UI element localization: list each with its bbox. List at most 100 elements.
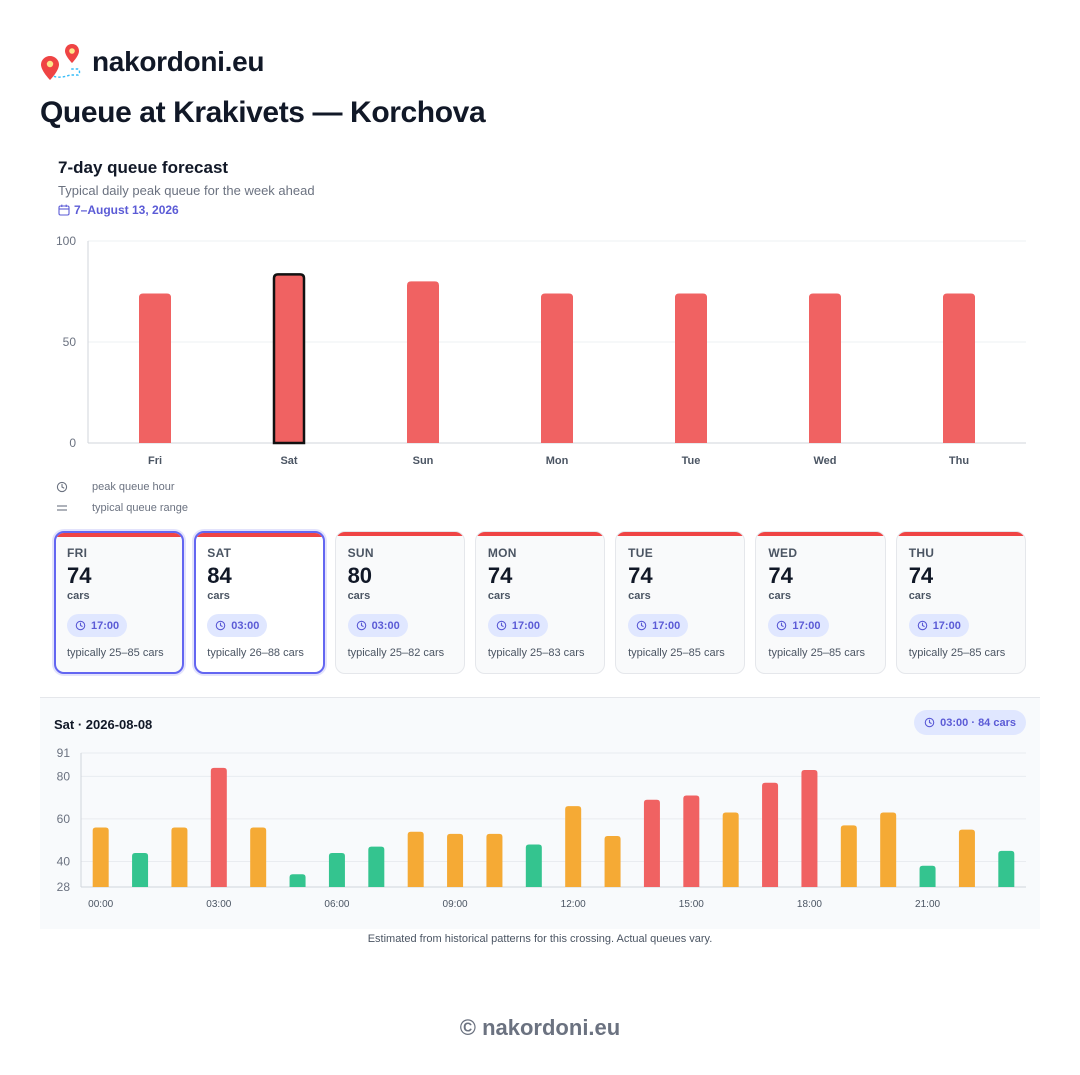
card-range: typically 25–85 cars xyxy=(908,647,1006,660)
peak-hour-badge: 17:00 xyxy=(487,614,548,638)
card-range: typically 26–88 cars xyxy=(207,647,304,660)
day-card-wed[interactable]: WED 74 cars 17:00 typically 25–85 cars xyxy=(755,531,886,674)
bar-wed[interactable] xyxy=(809,293,841,443)
map-pins-route-icon xyxy=(41,44,81,80)
y-tick-label: 40 xyxy=(57,854,71,868)
hour-bar-2200[interactable] xyxy=(958,829,975,887)
clock-icon xyxy=(56,481,68,493)
forecast-title: 7-day queue forecast xyxy=(58,158,229,177)
hour-bar-0900[interactable] xyxy=(447,833,464,887)
card-value: 74 xyxy=(67,563,92,588)
hour-bar-1600[interactable] xyxy=(722,812,739,887)
card-unit: cars xyxy=(67,590,90,603)
y-tick-label: 0 xyxy=(69,436,76,450)
card-day: SUN xyxy=(347,546,374,560)
day-card-sun[interactable]: SUN 80 cars 03:00 typically 25–82 cars xyxy=(334,531,465,674)
hour-bar-0100[interactable] xyxy=(132,852,149,887)
legend-queue-range: typical queue range xyxy=(56,502,188,514)
day-card-thu[interactable]: THU 74 cars 17:00 typically 25–85 cars xyxy=(895,531,1026,674)
legend-label: peak queue hour xyxy=(92,481,175,493)
x-tick-label: Sat xyxy=(280,455,297,467)
hour-bar-1100[interactable] xyxy=(525,844,542,887)
hour-bar-0300[interactable] xyxy=(210,767,227,887)
hour-bar-0200[interactable] xyxy=(171,827,188,887)
bar-mon[interactable] xyxy=(541,293,573,443)
hour-bar-2000[interactable] xyxy=(880,812,897,887)
day-card-sat[interactable]: SAT 84 cars 03:00 typically 26–88 cars xyxy=(194,531,325,674)
bar-tue[interactable] xyxy=(675,293,707,443)
bar-thu[interactable] xyxy=(943,293,975,443)
y-tick-label: 91 xyxy=(57,746,71,760)
bar-sun[interactable] xyxy=(407,281,439,443)
hour-bar-0600[interactable] xyxy=(328,852,345,887)
card-value: 74 xyxy=(628,563,653,588)
day-cards: FRI 74 cars 17:00 typically 25–85 cars S… xyxy=(54,531,1026,674)
peak-hour-badge: 17:00 xyxy=(67,614,128,638)
hour-bar-0700[interactable] xyxy=(368,846,385,887)
hour-bar-1000[interactable] xyxy=(486,833,503,887)
clock-icon xyxy=(917,620,927,631)
calendar-icon xyxy=(58,204,70,216)
clock-icon xyxy=(496,620,507,631)
legend-peak-hour: peak queue hour xyxy=(56,481,175,493)
peak-hour-badge: 17:00 xyxy=(908,614,969,638)
clock-icon xyxy=(356,620,366,631)
weekly-forecast-chart: 0 50 100 Fri Sat Sun Mon Tue Wed Thu xyxy=(56,234,1026,467)
card-unit: cars xyxy=(487,590,511,603)
card-range: typically 25–85 cars xyxy=(628,647,725,660)
hour-bar-1200[interactable] xyxy=(565,806,582,887)
card-day: FRI xyxy=(67,546,88,560)
range-lines-icon xyxy=(57,505,67,511)
card-range: typically 25–85 cars xyxy=(67,647,164,660)
hour-bar-2100[interactable] xyxy=(919,865,936,887)
day-card-fri[interactable]: FRI 74 cars 17:00 typically 25–85 cars xyxy=(54,531,185,674)
clock-icon xyxy=(636,620,647,631)
x-tick-label: 06:00 xyxy=(324,899,349,910)
hour-bar-2300[interactable] xyxy=(998,850,1015,887)
clock-icon xyxy=(777,620,787,631)
card-day: SAT xyxy=(207,546,232,560)
peak-hour: 17:00 xyxy=(792,619,821,632)
card-unit: cars xyxy=(628,590,651,603)
hour-bar-1300[interactable] xyxy=(604,835,621,887)
day-card-mon[interactable]: MON 74 cars 17:00 typically 25–83 cars xyxy=(474,531,606,674)
hour-bar-0800[interactable] xyxy=(407,831,424,887)
clock-icon xyxy=(75,620,86,631)
card-unit: cars xyxy=(347,590,371,603)
card-value: 84 xyxy=(207,563,232,588)
x-tick-label: 03:00 xyxy=(206,899,231,910)
date-range-text: 7–August 13, 2026 xyxy=(74,203,179,217)
y-tick-label: 100 xyxy=(56,234,76,248)
hour-bar-0400[interactable] xyxy=(250,827,267,887)
bar-fri[interactable] xyxy=(139,293,171,443)
hour-bar-1900[interactable] xyxy=(840,825,857,887)
hour-bar-1500[interactable] xyxy=(683,795,700,887)
legend-label: typical queue range xyxy=(92,502,189,514)
x-tick-label: 00:00 xyxy=(88,899,113,910)
x-tick-label: 18:00 xyxy=(797,899,822,910)
hourly-detail-panel: Sat · 2026-08-08 03:00 · 84 cars 28 40 60 8… xyxy=(40,697,1040,929)
card-value: 74 xyxy=(487,563,513,588)
card-range: typically 25–83 cars xyxy=(487,647,585,660)
day-card-tue[interactable]: TUE 74 cars 17:00 typically 25–85 cars xyxy=(615,531,746,674)
card-value: 74 xyxy=(908,563,934,588)
y-tick-label: 28 xyxy=(57,880,71,894)
brand-name: nakordoni.eu xyxy=(92,46,265,77)
card-day: THU xyxy=(908,546,935,560)
brand[interactable]: nakordoni.eu xyxy=(40,42,265,82)
forecast-subtitle: Typical daily peak queue for the week ah… xyxy=(58,183,315,198)
bar-sat[interactable] xyxy=(272,273,306,445)
peak-hour-badge: 03:00 xyxy=(207,614,268,638)
y-tick-label: 80 xyxy=(57,769,71,783)
peak-hour-badge: 17:00 xyxy=(768,614,829,638)
x-tick-label: 12:00 xyxy=(561,899,586,910)
detail-title: Sat · 2026-08-08 xyxy=(54,717,153,732)
hour-bar-1700[interactable] xyxy=(762,782,779,887)
hour-bar-0500[interactable] xyxy=(289,874,306,887)
hour-bar-0000[interactable] xyxy=(92,827,109,887)
hour-bar-1800[interactable] xyxy=(801,770,818,887)
y-tick-label: 60 xyxy=(57,812,71,826)
peak-hour: 17:00 xyxy=(511,619,540,632)
hour-bar-1400[interactable] xyxy=(643,799,660,887)
footer-copyright: © nakordoni.eu xyxy=(459,1015,621,1040)
